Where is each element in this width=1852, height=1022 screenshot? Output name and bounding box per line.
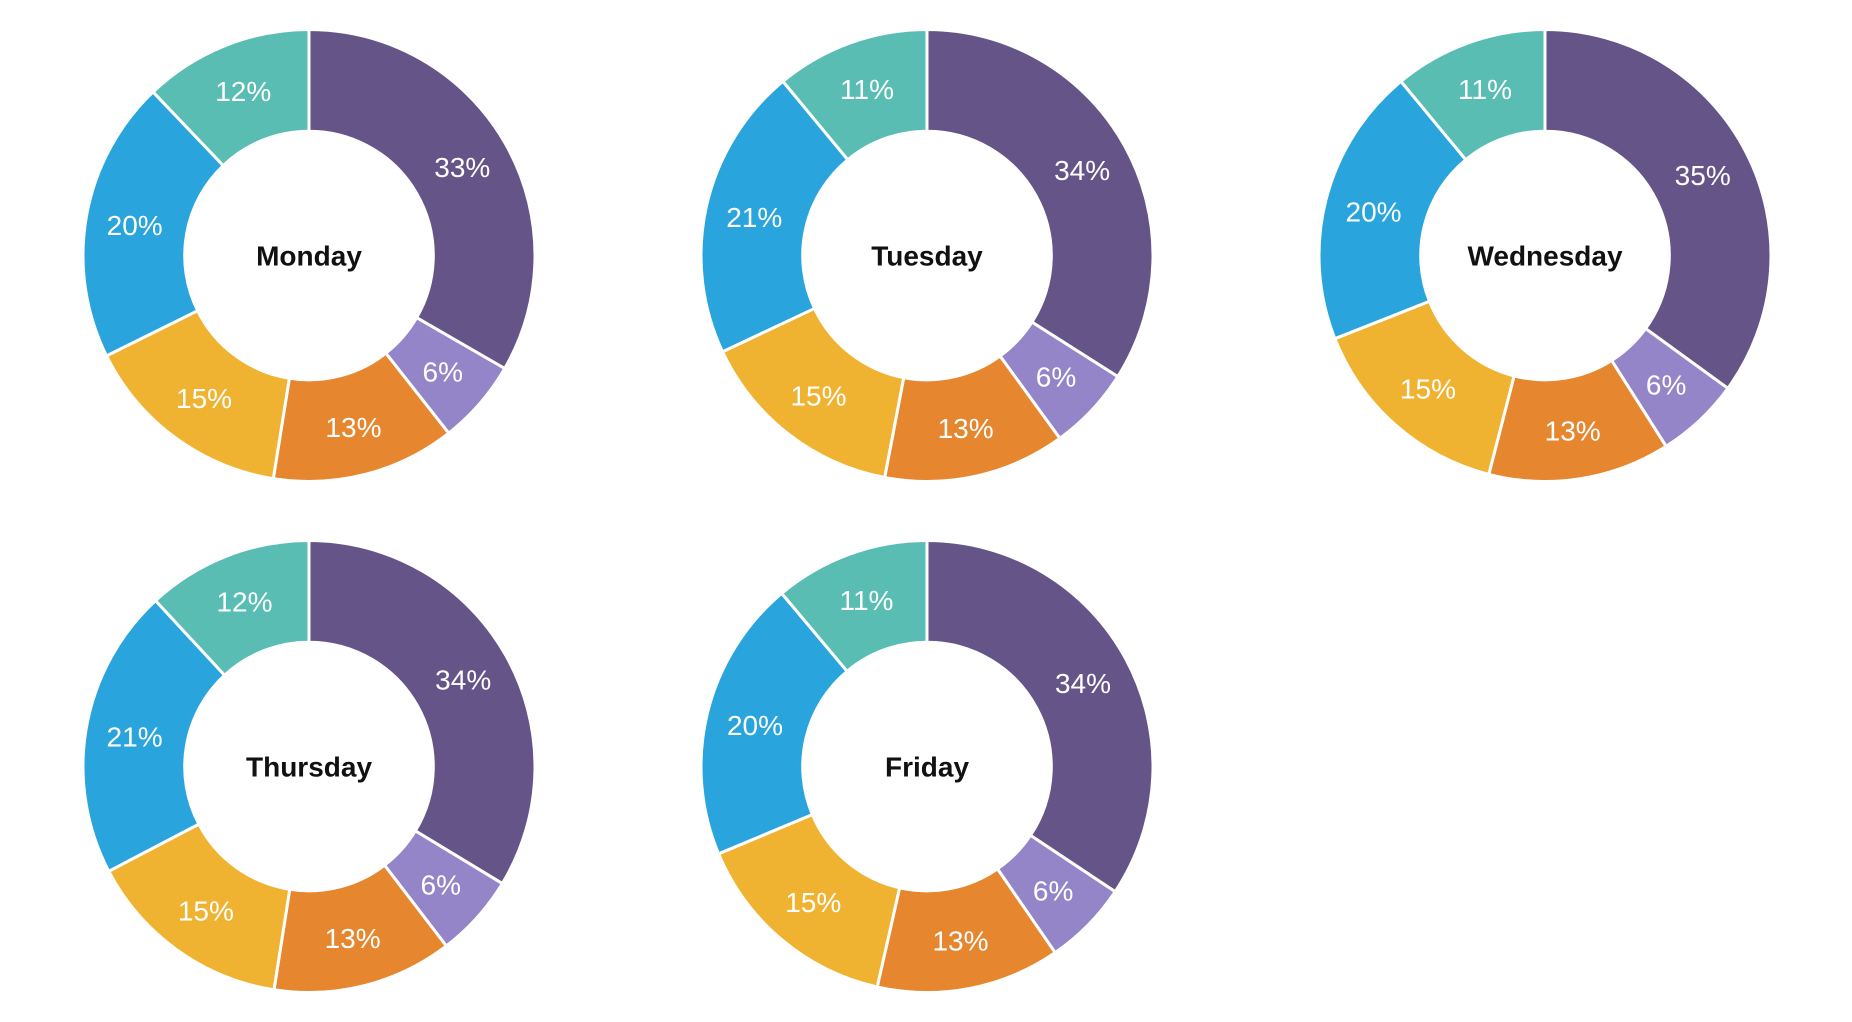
segment-label: 13%	[1545, 415, 1601, 446]
donut-chart-tuesday: 34% 6% 13% 15% 21% 11% Tuesday	[618, 0, 1236, 511]
chart-title: Thursday	[246, 752, 372, 783]
pie-segment	[699, 79, 850, 354]
segment-label: 12%	[215, 76, 271, 107]
segment-label: 15%	[790, 380, 846, 411]
segment-label: 21%	[726, 202, 782, 233]
segment-label: 11%	[840, 74, 894, 105]
segment-label: 6%	[1033, 876, 1073, 907]
segment-label: 13%	[932, 925, 988, 956]
pie-segment	[779, 538, 929, 674]
donut-svg: 34% 6% 13% 15% 20% 11% Friday	[699, 538, 1155, 994]
segment-label: 15%	[785, 887, 841, 918]
donut-svg: 34% 6% 13% 15% 21% 11% Tuesday	[699, 27, 1155, 483]
donut-chart-thursday: 34% 6% 13% 15% 21% 12% Thursday	[0, 511, 618, 1022]
pie-segment	[307, 538, 537, 886]
pie-segment	[716, 812, 902, 989]
pie-segment	[81, 598, 227, 874]
pie-segment	[307, 27, 537, 371]
pie-segment	[104, 308, 292, 481]
segment-label: 15%	[1400, 373, 1456, 404]
pie-segment	[1398, 27, 1547, 162]
segment-label: 15%	[178, 895, 234, 926]
pie-segment	[150, 27, 311, 168]
donut-svg: 34% 6% 13% 15% 21% 12% Thursday	[81, 538, 537, 994]
segment-label: 13%	[325, 412, 381, 443]
segment-label: 11%	[839, 585, 893, 616]
pie-segment	[720, 306, 906, 480]
segment-label: 20%	[1346, 196, 1402, 227]
pie-segment	[780, 27, 929, 162]
pie-segment	[1543, 27, 1773, 391]
segment-label: 20%	[107, 210, 163, 241]
segment-label: 34%	[435, 665, 491, 696]
segment-label: 33%	[434, 152, 490, 183]
donut-svg: 33% 6% 13% 15% 20% 12% Monday	[81, 27, 537, 483]
segment-label: 6%	[423, 356, 463, 387]
chart-title: Monday	[256, 241, 362, 272]
segment-label: 6%	[1036, 362, 1076, 393]
segment-label: 12%	[216, 587, 272, 618]
pie-segment	[81, 89, 226, 358]
pie-segment	[925, 538, 1155, 894]
segment-label: 11%	[1458, 74, 1512, 105]
segment-label: 35%	[1675, 160, 1731, 191]
segment-label: 6%	[421, 870, 461, 901]
chart-title: Wednesday	[1467, 241, 1623, 272]
segment-label: 6%	[1646, 370, 1686, 401]
donut-chart-friday: 34% 6% 13% 15% 20% 11% Friday	[618, 511, 1236, 1022]
pie-segment	[1317, 79, 1468, 341]
segment-label: 15%	[176, 383, 232, 414]
segment-label: 21%	[107, 721, 163, 752]
pie-segment	[153, 538, 311, 678]
pie-segment	[925, 27, 1155, 379]
chart-title: Friday	[885, 752, 969, 783]
segment-label: 20%	[727, 710, 783, 741]
chart-title: Tuesday	[871, 241, 983, 272]
pie-segment	[699, 591, 850, 856]
donut-chart-wednesday: 35% 6% 13% 15% 20% 11% Wednesday	[1236, 0, 1852, 511]
segment-label: 34%	[1054, 155, 1110, 186]
donut-svg: 35% 6% 13% 15% 20% 11% Wednesday	[1317, 27, 1773, 483]
segment-label: 13%	[938, 413, 994, 444]
segment-label: 34%	[1055, 668, 1111, 699]
segment-label: 13%	[325, 923, 381, 954]
pie-segment	[1332, 299, 1516, 477]
donut-chart-monday: 33% 6% 13% 15% 20% 12% Monday	[0, 0, 618, 511]
